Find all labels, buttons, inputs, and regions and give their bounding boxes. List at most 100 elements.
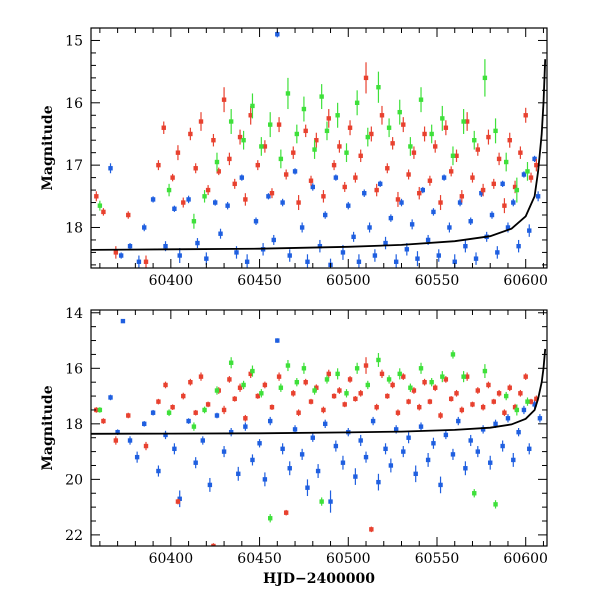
data-point-green: [482, 368, 488, 374]
data-point-blue: [108, 395, 113, 400]
top-panel: 60400 60450 60500 60550 60600 15 16 17 18 Magnit…: [40, 27, 548, 289]
data-point-red: [363, 75, 369, 81]
data-point-red: [422, 131, 427, 137]
data-point-red: [464, 374, 470, 379]
x-tick-label: 60500: [326, 273, 371, 289]
data-point-blue: [351, 234, 356, 240]
data-point-red: [227, 156, 232, 162]
y-tick-label: 16: [65, 96, 83, 112]
data-point-red: [211, 543, 216, 546]
data-point-red: [438, 200, 443, 205]
data-point-red: [369, 527, 374, 532]
model-curve: [91, 348, 547, 435]
data-point-blue: [172, 206, 177, 211]
data-point-red: [126, 413, 131, 418]
data-point-green: [97, 203, 103, 208]
data-point-green: [376, 85, 381, 90]
data-point-red: [276, 374, 282, 379]
data-point-red: [326, 116, 331, 121]
data-point-green: [214, 388, 220, 393]
data-point-blue: [468, 219, 473, 224]
data-point-blue: [287, 466, 292, 471]
data-point-red: [385, 166, 390, 171]
data-point-green: [472, 138, 477, 143]
data-point-blue: [299, 452, 305, 457]
y-tick-label: 15: [65, 33, 83, 49]
data-point-red: [248, 371, 253, 377]
data-point-blue: [456, 418, 461, 424]
data-point-red: [101, 418, 106, 424]
data-point-blue: [340, 250, 346, 255]
data-point-blue: [195, 240, 200, 246]
data-point-green: [365, 134, 370, 140]
data-point-red: [321, 407, 326, 413]
data-point-blue: [315, 468, 321, 474]
data-point-blue: [516, 429, 521, 435]
x-tick-label: 60400: [149, 551, 194, 567]
data-point-green: [241, 382, 246, 388]
data-point-red: [94, 407, 99, 413]
data-point-red: [390, 382, 395, 388]
data-point-red: [496, 156, 502, 162]
data-point-blue: [447, 225, 452, 230]
data-point-blue: [480, 427, 486, 432]
data-point-red: [496, 391, 502, 396]
data-point-green: [354, 366, 360, 371]
data-point-blue: [409, 222, 415, 227]
data-point-red: [170, 404, 175, 410]
data-point-blue: [120, 318, 126, 324]
top-axes: 60400 60450 60500 60550 60600 15 16 17 18: [65, 27, 548, 289]
data-point-green: [259, 391, 264, 396]
data-point-green: [241, 138, 246, 143]
data-point-green: [429, 379, 434, 385]
data-point-green: [514, 187, 520, 193]
data-point-blue: [404, 247, 410, 252]
data-point-green: [312, 147, 317, 152]
data-point-red: [427, 399, 433, 404]
data-point-blue: [493, 421, 498, 427]
data-point-green: [503, 393, 509, 399]
data-point-red: [227, 377, 232, 382]
data-point-red: [401, 374, 406, 379]
data-point-blue: [413, 471, 418, 477]
data-point-green: [482, 75, 488, 81]
data-point-blue: [213, 200, 218, 205]
x-tick-label: 60550: [415, 551, 460, 567]
data-point-blue: [463, 466, 468, 471]
data-point-blue: [500, 443, 505, 449]
data-point-green: [324, 377, 330, 382]
data-point-green: [278, 385, 284, 390]
data-point-red: [507, 138, 512, 143]
bottom-panel: 60400 60450 60500 60550 60600 14 16 18 20 22 Magn…: [40, 306, 548, 587]
data-point-green: [397, 371, 402, 377]
data-point-blue: [262, 477, 268, 482]
data-point-red: [342, 184, 347, 190]
data-point-red: [406, 399, 411, 404]
data-point-green: [493, 128, 498, 134]
data-point-green: [386, 125, 392, 130]
data-point-blue: [142, 225, 147, 230]
data-point-red: [232, 396, 237, 402]
data-point-red: [193, 166, 198, 171]
x-tick-label: 60450: [237, 273, 282, 289]
x-tick-label: 60550: [415, 273, 460, 289]
y-tick-label: 22: [65, 528, 83, 544]
data-point-blue: [516, 243, 521, 249]
data-point-blue: [370, 418, 376, 424]
data-point-green: [319, 499, 324, 504]
data-point-blue: [346, 203, 351, 208]
data-point-blue: [418, 424, 424, 429]
data-point-red: [221, 97, 227, 102]
data-point-blue: [372, 253, 378, 258]
data-point-green: [97, 407, 103, 413]
data-point-blue: [521, 407, 527, 413]
data-point-green: [259, 144, 264, 149]
data-point-blue: [115, 429, 120, 435]
data-point-red: [188, 379, 193, 385]
data-point-green: [294, 379, 300, 385]
data-point-blue: [443, 432, 449, 438]
data-point-red: [422, 379, 427, 385]
data-point-red: [205, 402, 211, 407]
data-point-red: [314, 138, 319, 143]
